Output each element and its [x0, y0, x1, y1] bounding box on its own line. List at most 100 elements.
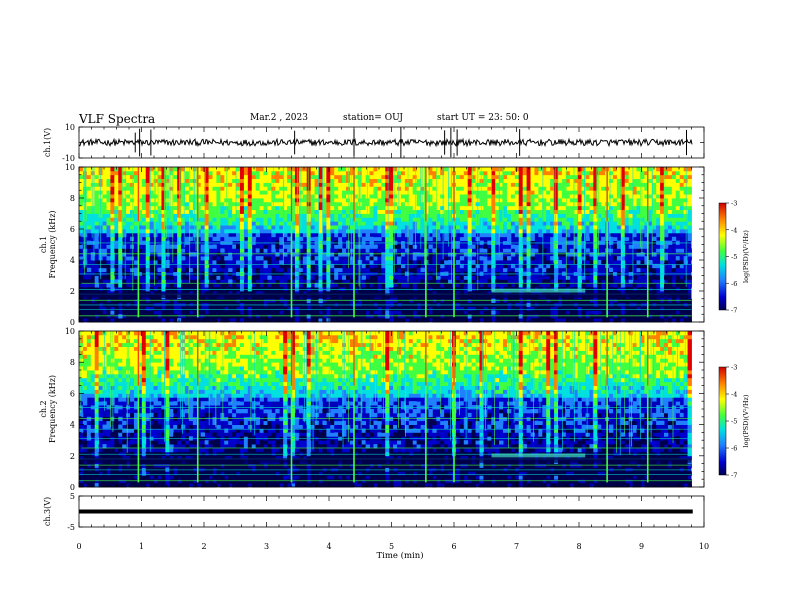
- ch1-spectrogram-cell: [542, 248, 547, 253]
- ch1-spectrogram-cell: [601, 205, 606, 211]
- ch1-spectrogram-cell: [491, 244, 496, 249]
- ch1-spectrogram-cell: [404, 186, 410, 191]
- ch1-spectrogram-cell: [208, 198, 213, 203]
- ch1-spectrogram-cell: [542, 213, 547, 218]
- ch1-spectrogram-cell: [133, 267, 139, 273]
- ch1-spectrogram-cell: [522, 291, 527, 296]
- ch1-spectrogram-cell: [306, 178, 312, 183]
- ch1-spectrogram-cell: [330, 256, 335, 261]
- ch1-spectrogram-cell: [436, 194, 441, 199]
- ch1-spectrogram-cell: [652, 256, 657, 261]
- ch1-spectrogram-cell: [400, 244, 406, 249]
- ch1-spectrogram-cell: [612, 248, 618, 253]
- ch1-spectrogram-cell: [130, 209, 135, 214]
- ch1-spectrogram-cell: [122, 252, 127, 257]
- ch1-spectrogram-cell: [349, 186, 355, 191]
- ch1-spectrogram-cell: [644, 298, 649, 304]
- ch1-spectrogram-cell: [569, 225, 575, 230]
- ch1-spectrogram-cell: [255, 190, 261, 195]
- ch1-spectrogram-cell: [185, 217, 190, 222]
- ch1-spectrogram-cell: [224, 314, 229, 319]
- ch1-spectrogram-cell: [291, 217, 296, 222]
- ch1-spectrogram-cell: [416, 318, 421, 323]
- ch1-spectrogram-cell: [310, 198, 315, 203]
- ch1-spectrogram-cell: [251, 213, 257, 218]
- ch1-spectrogram-cell: [510, 244, 516, 249]
- ch1-spectrogram-cell: [334, 244, 339, 249]
- ch1-spectrogram-cell: [444, 256, 449, 261]
- ch1-spectrogram-cell: [577, 229, 582, 234]
- ch1-spectrogram-cell: [412, 260, 418, 265]
- ch1-spectrogram-cell: [542, 298, 547, 304]
- ch1-spectrogram-cell: [342, 252, 347, 257]
- ch1-spectrogram-cell: [558, 248, 563, 253]
- ch1-spectrogram-cell: [86, 186, 92, 191]
- ch1-spectrogram-cell: [440, 291, 445, 296]
- ch1-spectrogram-cell: [188, 263, 194, 269]
- ch1-spectrogram-cell: [236, 205, 241, 211]
- ch1-spectrogram-cell: [133, 318, 139, 323]
- ch1-spectrogram-cell: [298, 291, 304, 296]
- ch1-spectrogram-cell: [279, 186, 284, 191]
- ch1-spectrogram-cell: [145, 201, 151, 207]
- ch1-spectrogram-cell: [334, 186, 339, 191]
- ch1-spectrogram-cell: [188, 198, 194, 203]
- ch1-spectrogram-cell: [251, 194, 257, 199]
- ch1-spectrogram-cell: [381, 201, 386, 207]
- ch1-spectrogram-cell: [558, 190, 563, 195]
- ch1-spectrogram-cell: [546, 190, 551, 195]
- ch1-spectrogram-cell: [318, 217, 323, 222]
- ch1-spectrogram-cell: [475, 306, 480, 311]
- ch1-spectrogram-cell: [632, 217, 637, 222]
- ch1-spectrogram-cell: [495, 170, 500, 176]
- ch1-spectrogram-cell: [455, 310, 461, 315]
- ch1-spectrogram-cell: [106, 167, 111, 172]
- ch1-spectrogram-cell: [530, 263, 535, 269]
- ch1-spectrogram-cell: [534, 283, 539, 288]
- ch1-spectrogram-cell: [491, 279, 496, 284]
- ch1-spectrogram-cell: [503, 244, 508, 249]
- ch1-spectrogram-cell: [573, 201, 579, 207]
- ch1-spectrogram-cell: [145, 209, 151, 214]
- ch1-spectrogram-cell: [393, 201, 398, 207]
- ch1-spectrogram-cell: [263, 306, 268, 311]
- ch1-spectrogram-cell: [302, 167, 308, 172]
- ch1-spectrogram-cell: [318, 318, 323, 323]
- ch1-spectrogram-cell: [448, 244, 453, 249]
- ch1-spectrogram-cell: [577, 267, 582, 273]
- ch1-spectrogram-cell: [416, 291, 421, 296]
- ch1-spectrogram-cell: [589, 194, 594, 199]
- ch1-spectrogram-cell: [267, 209, 272, 214]
- ch1-spectrogram-cell: [369, 213, 374, 218]
- ch1-spectrogram-cell: [267, 182, 272, 187]
- ch1-spectrogram-cell: [503, 229, 508, 234]
- ch1-spectrogram-cell: [377, 170, 382, 176]
- ch1-spectrogram-cell: [145, 291, 151, 296]
- ch1-spectrogram-cell: [200, 298, 206, 304]
- ch1-spectrogram-cell: [428, 221, 433, 226]
- ch1-spectrogram-cell: [133, 178, 139, 183]
- ch1-spectrogram-cell: [475, 298, 480, 304]
- ch1-spectrogram-cell: [550, 209, 555, 214]
- ch1-spectrogram-cell: [326, 260, 331, 265]
- ch1-spectrogram-cell: [94, 318, 100, 323]
- ch1-spectrogram-cell: [338, 252, 343, 257]
- ch1-spectrogram-cell: [499, 186, 504, 191]
- ch1-spectrogram-cell: [389, 260, 394, 265]
- ch1-spectrogram-cell: [640, 170, 645, 176]
- ch1-spectrogram-cell: [499, 205, 504, 211]
- ch1-spectrogram-cell: [318, 252, 323, 257]
- ch1-spectrogram-cell: [593, 174, 598, 180]
- ch1-spectrogram-cell: [173, 314, 178, 319]
- ch1-spectrogram-cell: [636, 170, 641, 176]
- ch1-spectrogram-cell: [263, 279, 268, 284]
- ch1-spectrogram-cell: [224, 310, 229, 315]
- ch1-spectrogram-cell: [185, 291, 190, 296]
- ch1-spectrogram-cell: [220, 225, 225, 230]
- ch1-spectrogram-cell: [565, 198, 571, 203]
- ch1-spectrogram-cell: [432, 190, 437, 195]
- ch1-spectrogram-cell: [192, 291, 198, 296]
- ch1-spectrogram-cell: [137, 314, 143, 319]
- ch1-spectrogram-cell: [479, 256, 484, 261]
- ch1-spectrogram-cell: [263, 283, 268, 288]
